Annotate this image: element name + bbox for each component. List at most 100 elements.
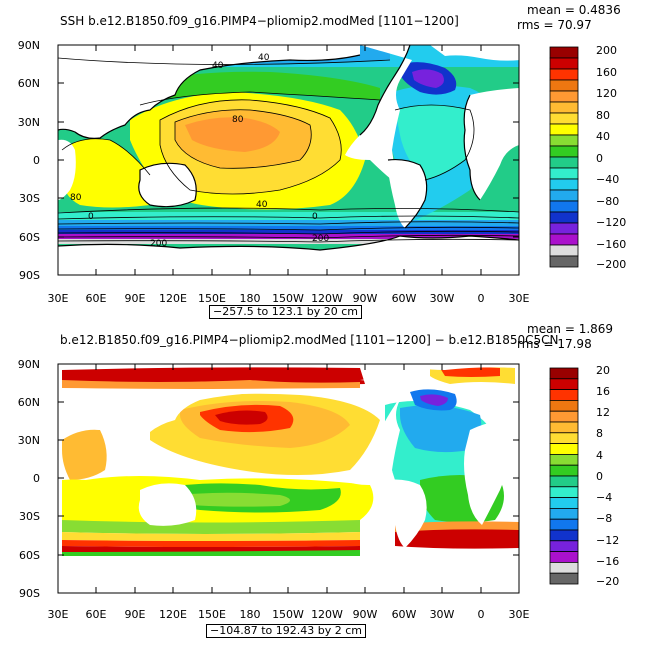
diff-range-label: −104.87 to 192.43 by 2 cm [206,624,366,638]
diff-lon-tick: 150E [198,608,226,621]
ssh-colorbar-label: −160 [596,238,627,251]
ssh-lat-tick: 0 [33,154,40,167]
ssh-contour-label: 200 [150,239,168,249]
ssh-lon-tick: 30E [47,292,69,305]
diff-lon-tick: 60W [391,608,417,621]
ssh-panel: 40 40 80 80 0 0 40 200 200 SSH b.e12.B18… [0,0,647,320]
colorbar-swatch [549,189,579,202]
colorbar-swatch [549,378,579,390]
diff-colorbar-label: −20 [596,575,620,588]
diff-land-samerica [388,479,427,548]
ssh-colorbar-label: −40 [596,173,620,186]
colorbar-swatch [549,57,579,70]
diff-lat-tick: 90S [19,587,40,600]
ssh-lon-tick: 120W [311,292,343,305]
ssh-lon-tick: 150E [198,292,226,305]
diff-land-namerica [345,375,412,500]
diff-colorbar-label: −16 [596,555,620,568]
colorbar-swatch [549,497,579,509]
colorbar-swatch [549,464,579,477]
colorbar-swatch [549,410,579,423]
diff-colorbar-label: −4 [596,491,613,504]
diff-so-darkred [62,546,360,552]
diff-colorbar-label: −8 [596,512,613,525]
ssh-colorbar-label: 200 [596,44,617,57]
colorbar-swatch [549,90,579,103]
ssh-colorbar-label: 80 [596,109,610,122]
ssh-land-namerica [345,45,412,180]
diff-map [57,363,579,594]
diff-colorbar [549,367,579,585]
diff-lat-tick: 0 [33,472,40,485]
colorbar-swatch [549,486,579,499]
diff-lat-tick: 30S [19,510,40,523]
diff-lon-tick: 30E [508,608,530,621]
colorbar-swatch [549,211,579,224]
diff-land-australia [138,483,197,526]
diff-lon-tick: 180 [239,608,261,621]
diff-lon-tick: 120W [311,608,343,621]
ssh-colorbar-label: −120 [596,216,627,229]
colorbar-swatch [549,68,579,81]
ssh-land-greenland [430,45,519,61]
ssh-land-asia [58,45,360,139]
ssh-lon-tick: 0 [477,292,485,305]
colorbar-swatch [549,101,579,114]
diff-lon-tick: 90E [124,608,146,621]
diff-colorbar-label: −12 [596,534,620,547]
ssh-colorbar-label: −200 [596,258,627,271]
diff-colorbar-label: 20 [596,364,610,377]
diff-panel: b.e12.B1850.f09_g16.PIMP4−pliomip2.modMe… [0,320,647,640]
ssh-so-4 [58,230,519,234]
diff-so-green [62,550,360,556]
ssh-land-africa-west [58,139,76,200]
diff-satl-orange [395,521,519,532]
colorbar-swatch [549,134,579,147]
colorbar-swatch [549,167,579,180]
diff-arctic-red [62,367,365,385]
ssh-lon-tick: 150W [272,292,304,305]
diff-stats-rms: rms = 17.98 [517,337,592,351]
diff-lon-tick: 30E [47,608,69,621]
ssh-natl-purple2 [412,69,444,88]
ssh-lon-tick: 30W [429,292,455,305]
colorbar-swatch [549,123,579,136]
diff-land-asia [58,388,360,440]
diff-indian-yellow [62,479,112,523]
diff-colorbar-label: 12 [596,406,610,419]
diff-npac-darkred [215,410,268,425]
diff-arctic-red-e [440,367,500,377]
diff-lat-tick: 30N [17,434,40,447]
diff-lon-tick: 120E [159,608,187,621]
colorbar-swatch [549,178,579,191]
ssh-lat-tick: 90S [19,269,40,282]
diff-so-orange [62,532,360,541]
colorbar-swatch [549,112,579,125]
ssh-indian-yellow [61,138,155,208]
colorbar-swatch [549,200,579,213]
diff-colorbar-label: 16 [596,385,610,398]
colorbar-swatch [549,233,579,246]
colorbar-swatch [549,244,579,257]
ssh-lon-tick: 30E [508,292,530,305]
diff-stats-mean: mean = 1.869 [527,322,614,336]
diff-trop-lgreen [170,492,290,507]
colorbar-swatch [549,255,579,268]
diff-land-africa [464,418,519,525]
ssh-land-samerica [388,159,427,228]
ssh-pacific-orange3 [185,117,280,152]
diff-lon-tick: 60E [85,608,107,621]
ssh-lon-tick: 90E [124,292,146,305]
ssh-so-1 [58,212,519,220]
diff-title: b.e12.B1850.f09_g16.PIMP4−pliomip2.modMe… [60,333,559,347]
colorbar-swatch [549,540,579,553]
colorbar-swatch [549,145,579,158]
diff-so-red [62,540,360,547]
ssh-so-5 [58,234,519,239]
colorbar-swatch [549,443,579,455]
ssh-npac-green [140,71,380,105]
ssh-map [57,44,579,276]
ssh-so-3 [58,226,519,230]
diff-lat-tick: 60N [17,396,40,409]
colorbar-swatch [549,529,579,542]
